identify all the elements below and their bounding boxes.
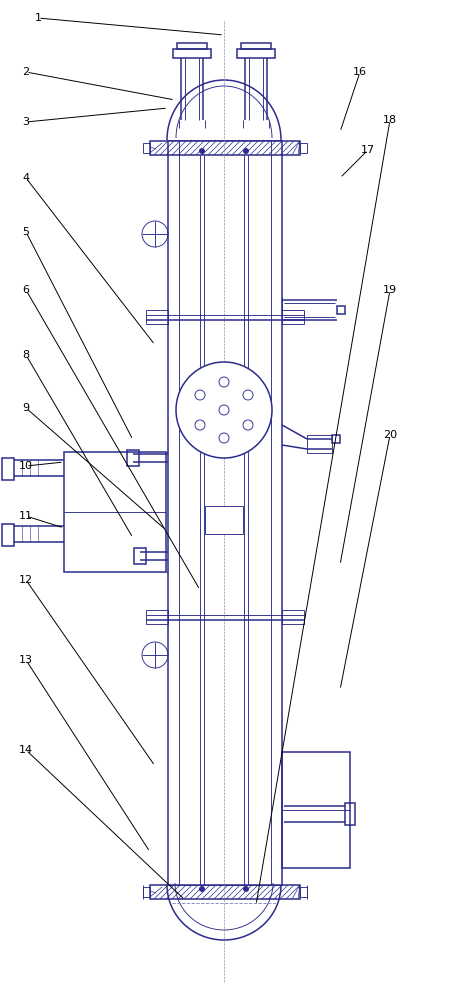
Text: 19: 19 bbox=[383, 285, 397, 295]
Text: 8: 8 bbox=[22, 350, 30, 360]
Ellipse shape bbox=[243, 148, 248, 153]
Text: 13: 13 bbox=[19, 655, 33, 665]
Bar bbox=[150, 885, 300, 899]
Bar bbox=[332, 435, 340, 443]
Text: 6: 6 bbox=[22, 285, 30, 295]
Bar bbox=[241, 43, 271, 49]
Bar bbox=[146, 610, 168, 624]
Ellipse shape bbox=[243, 886, 248, 892]
Text: 3: 3 bbox=[22, 117, 30, 127]
Text: 10: 10 bbox=[19, 461, 33, 471]
Bar bbox=[64, 452, 166, 572]
Text: 5: 5 bbox=[22, 227, 30, 237]
Bar bbox=[143, 143, 150, 153]
Bar bbox=[282, 752, 350, 868]
Text: 18: 18 bbox=[383, 115, 397, 125]
Text: 11: 11 bbox=[19, 511, 33, 521]
Bar bbox=[345, 803, 355, 825]
Bar bbox=[127, 450, 139, 466]
Bar bbox=[173, 49, 211, 58]
Text: 14: 14 bbox=[19, 745, 33, 755]
Bar bbox=[337, 306, 345, 314]
Bar bbox=[307, 435, 332, 453]
Text: 1: 1 bbox=[35, 13, 41, 23]
Bar bbox=[150, 141, 300, 155]
Ellipse shape bbox=[199, 886, 204, 892]
Text: 2: 2 bbox=[22, 67, 30, 77]
Ellipse shape bbox=[176, 362, 272, 458]
Ellipse shape bbox=[199, 148, 204, 153]
Bar bbox=[282, 310, 304, 324]
Text: 16: 16 bbox=[353, 67, 367, 77]
Bar bbox=[300, 887, 307, 897]
Bar bbox=[205, 506, 243, 534]
Text: 17: 17 bbox=[361, 145, 375, 155]
Bar bbox=[143, 887, 150, 897]
Bar bbox=[282, 610, 304, 624]
Bar bbox=[134, 548, 146, 564]
Bar bbox=[300, 143, 307, 153]
Text: 20: 20 bbox=[383, 430, 397, 440]
Text: 4: 4 bbox=[22, 173, 30, 183]
Bar bbox=[2, 458, 14, 480]
Bar bbox=[237, 49, 275, 58]
Bar bbox=[177, 43, 207, 49]
Bar bbox=[2, 524, 14, 546]
Text: 9: 9 bbox=[22, 403, 30, 413]
Text: 12: 12 bbox=[19, 575, 33, 585]
Bar bbox=[146, 310, 168, 324]
